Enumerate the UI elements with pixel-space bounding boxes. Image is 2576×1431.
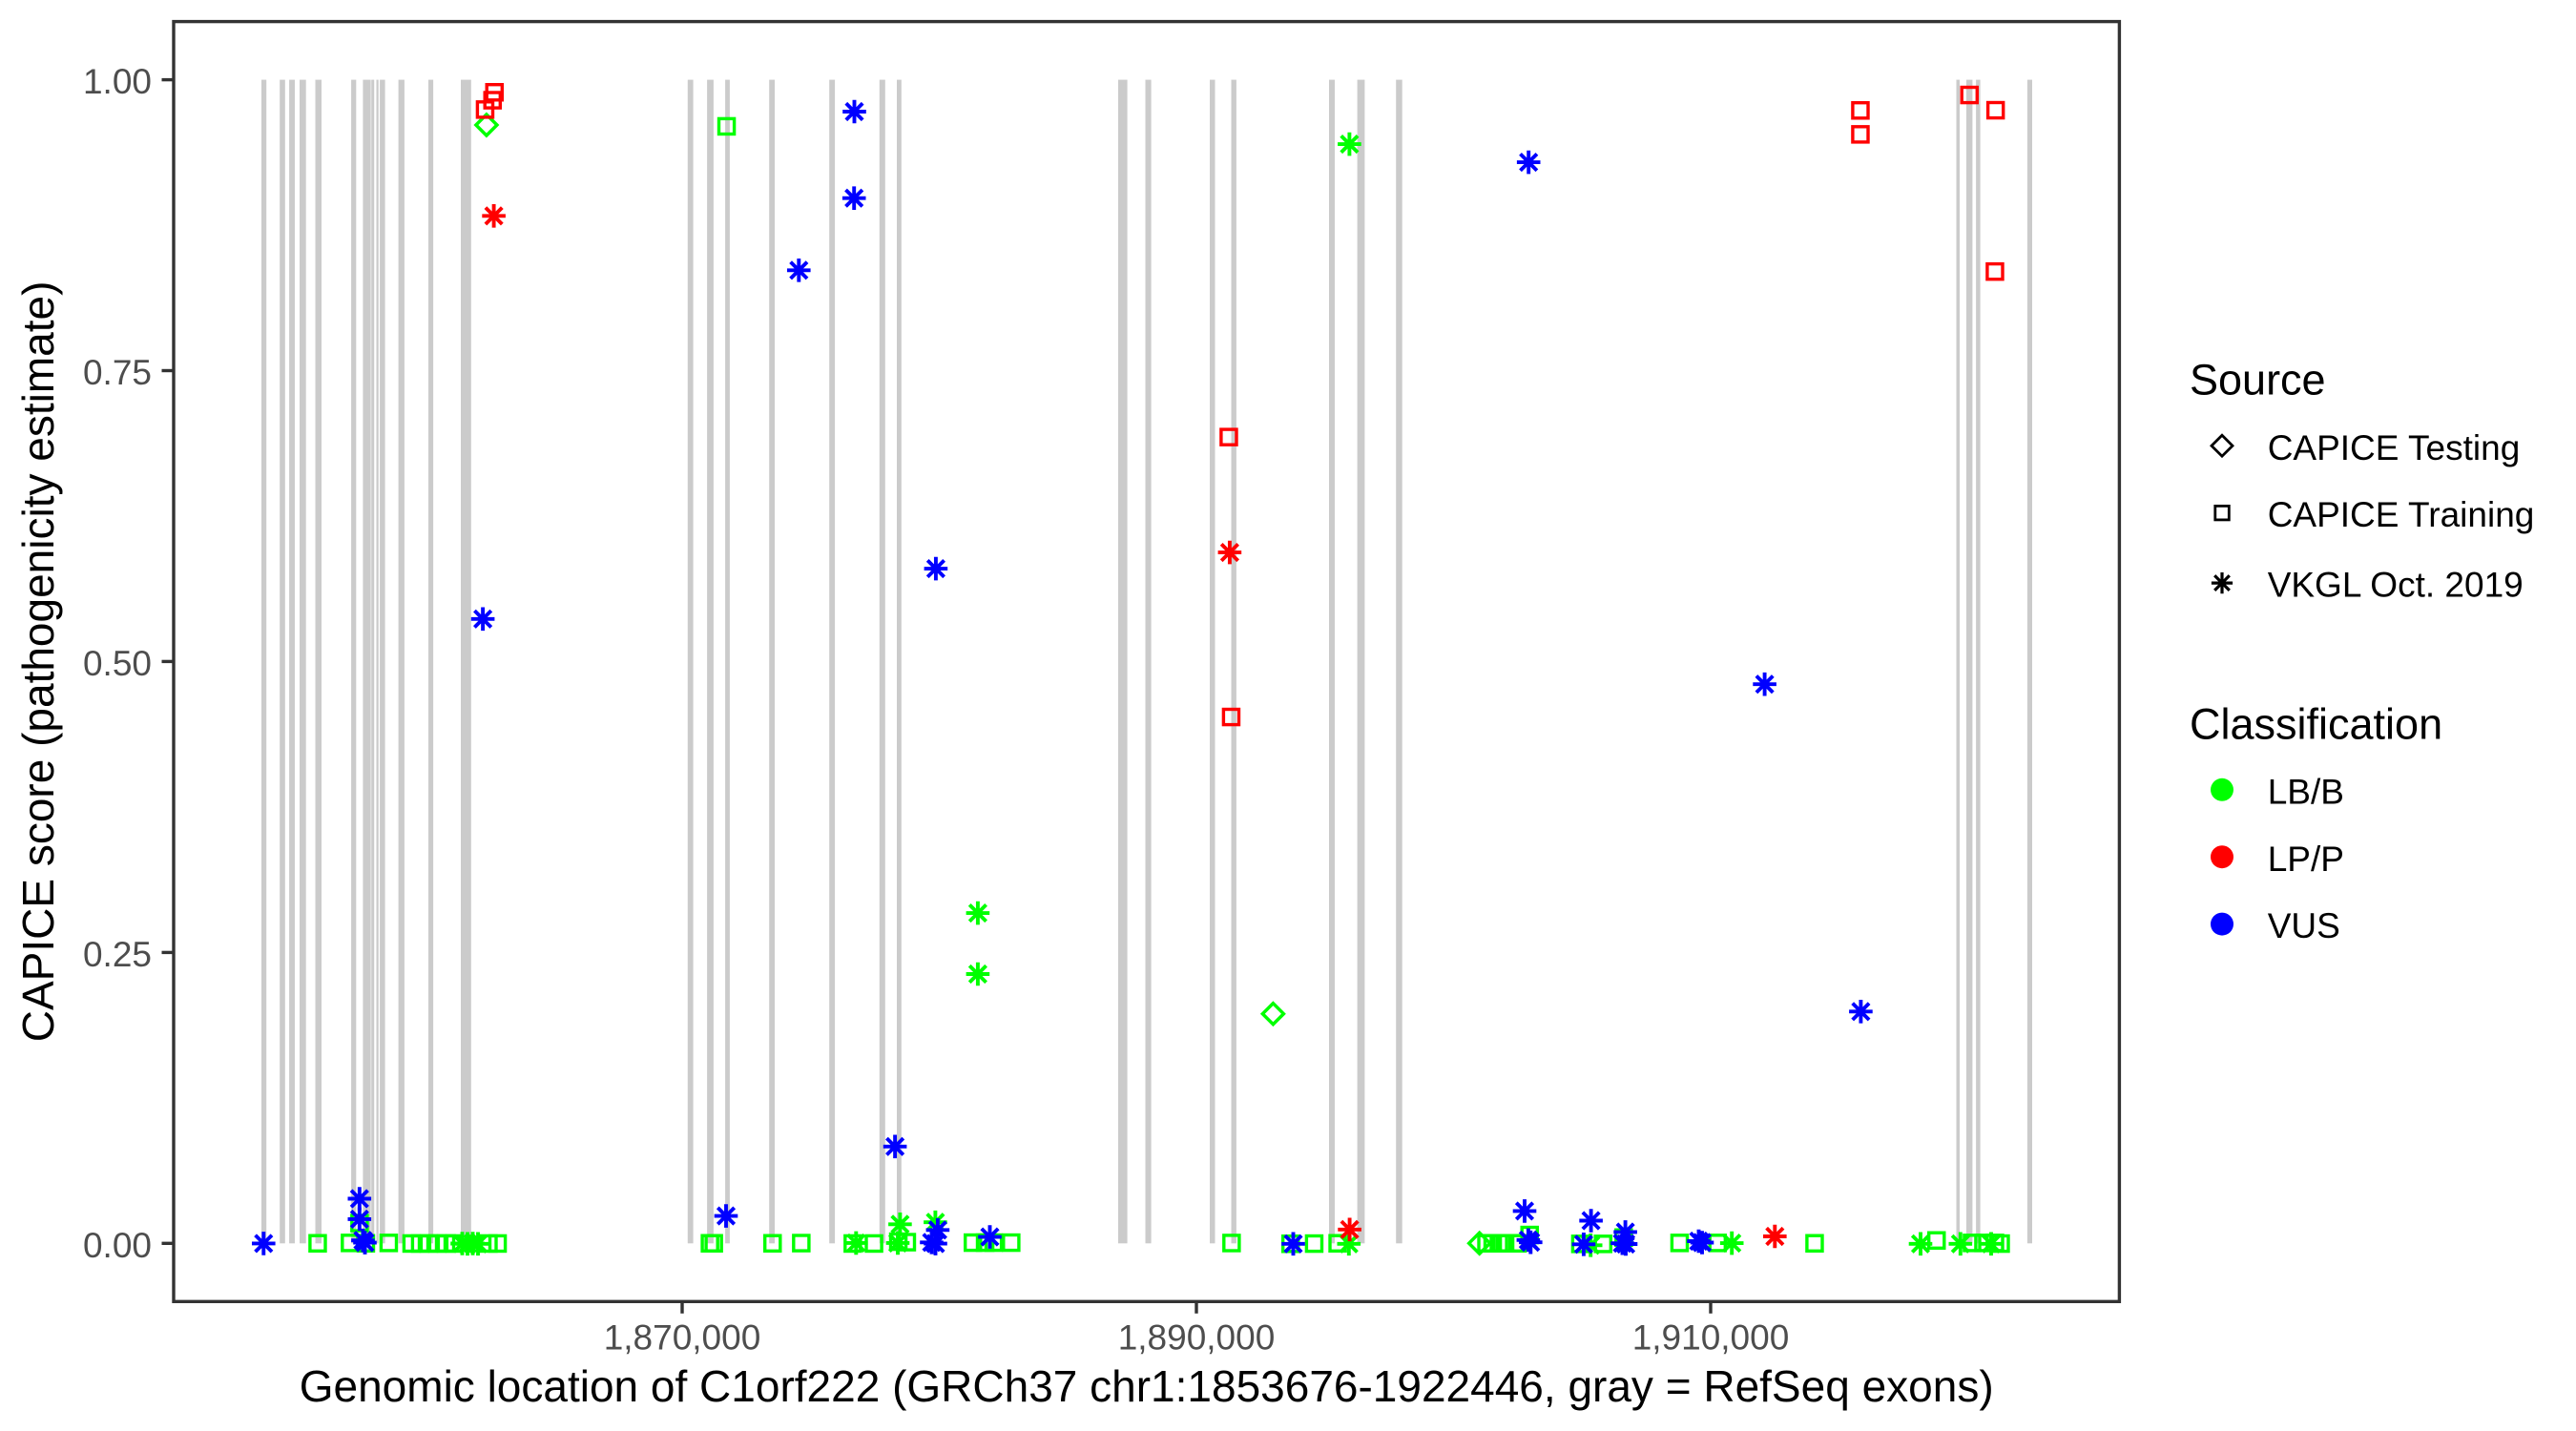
svg-text:Classification: Classification	[2190, 700, 2442, 749]
svg-text:0.00: 0.00	[83, 1226, 152, 1265]
svg-text:1,890,000: 1,890,000	[1118, 1318, 1276, 1358]
svg-text:CAPICE score (pathogenicity es: CAPICE score (pathogenicity estimate)	[13, 281, 63, 1043]
svg-text:CAPICE Testing: CAPICE Testing	[2268, 428, 2521, 467]
svg-text:LP/P: LP/P	[2268, 840, 2344, 879]
svg-text:Genomic location of C1orf222 (: Genomic location of C1orf222 (GRCh37 chr…	[300, 1361, 1994, 1411]
svg-text:LB/B: LB/B	[2268, 772, 2344, 811]
svg-text:Source: Source	[2190, 356, 2326, 404]
svg-text:0.75: 0.75	[83, 353, 152, 392]
svg-text:0.50: 0.50	[83, 644, 152, 683]
svg-text:VUS: VUS	[2268, 906, 2340, 945]
svg-text:CAPICE Training: CAPICE Training	[2268, 495, 2535, 534]
svg-text:1.00: 1.00	[83, 62, 152, 101]
svg-text:0.25: 0.25	[83, 935, 152, 974]
svg-text:VKGL Oct. 2019: VKGL Oct. 2019	[2268, 566, 2524, 605]
svg-text:1,870,000: 1,870,000	[604, 1318, 761, 1358]
svg-text:1,910,000: 1,910,000	[1632, 1318, 1790, 1358]
